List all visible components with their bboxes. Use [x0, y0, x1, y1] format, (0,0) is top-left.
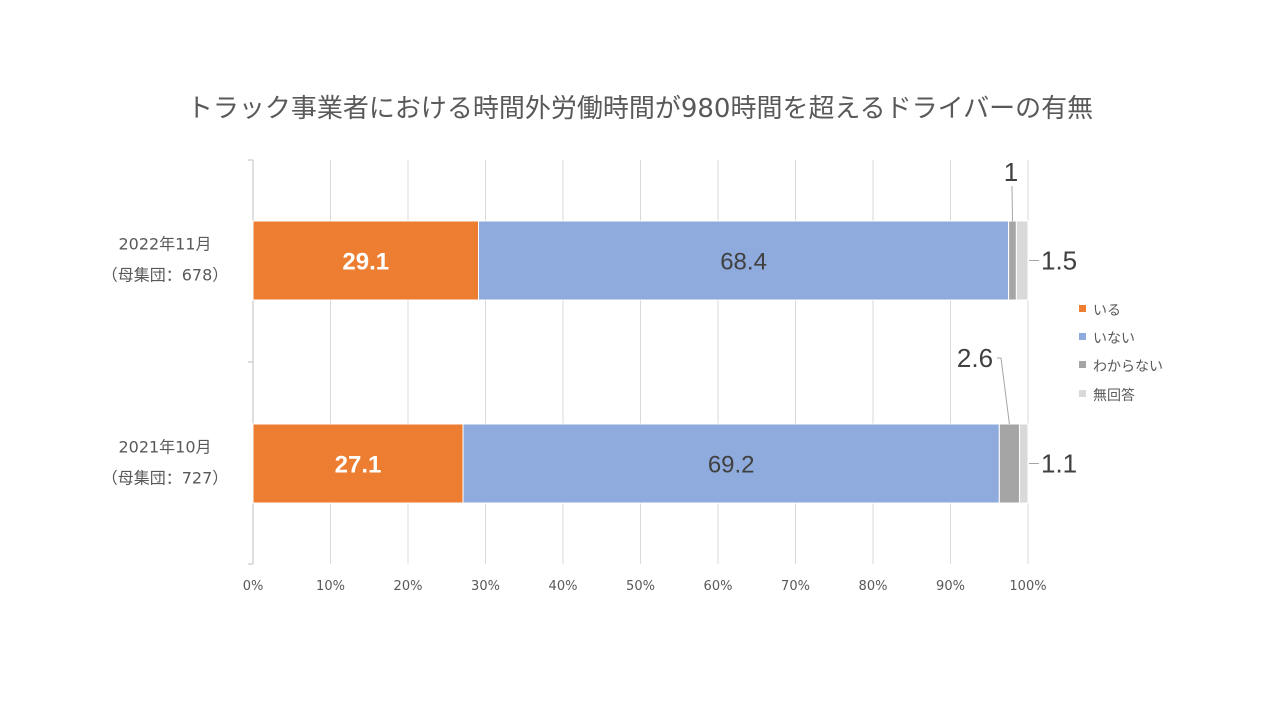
- legend-swatch-わからない: [1079, 361, 1086, 368]
- category-label: （母集団：678）: [102, 266, 229, 285]
- legend-swatch-いない: [1079, 333, 1086, 340]
- x-tick-label: 10%: [316, 579, 345, 594]
- x-tick-label: 40%: [549, 579, 578, 594]
- category-label: 2022年11月: [118, 235, 211, 254]
- data-label: 68.4: [720, 249, 767, 276]
- category-labels: 2022年11月 （母集団：678） 2021年10月 （母集団：727）: [102, 235, 229, 488]
- data-label: 1.1: [1041, 449, 1077, 479]
- legend-label: いない: [1093, 331, 1135, 347]
- x-tick-label: 90%: [936, 579, 965, 594]
- data-label: 1: [1004, 157, 1018, 187]
- legend-label: いる: [1093, 303, 1121, 319]
- data-label: 29.1: [342, 249, 389, 276]
- category-axis: [248, 159, 254, 565]
- legend-swatch-いる: [1079, 305, 1086, 312]
- x-tick-label: 50%: [626, 579, 655, 594]
- x-tick-label: 80%: [859, 579, 888, 594]
- legend-label: わからない: [1093, 359, 1163, 375]
- bar-いる: [252, 220, 480, 301]
- x-tick-label: 70%: [781, 579, 810, 594]
- legend-swatch-無回答: [1079, 390, 1086, 397]
- category-label: 2021年10月: [118, 438, 211, 457]
- x-tick-label: 60%: [704, 579, 733, 594]
- bar-いない: [462, 423, 1000, 504]
- bars: [252, 220, 1029, 504]
- data-label: 27.1: [335, 452, 382, 479]
- x-tick-label: 20%: [394, 579, 423, 594]
- legend-label: 無回答: [1093, 387, 1135, 404]
- leader-line: [997, 357, 1010, 425]
- bar-無回答: [1015, 220, 1029, 301]
- data-labels: 29.1 68.4 1.5 1 27.1 69.2 1.1 2.6: [335, 157, 1078, 479]
- bar-わからない: [998, 423, 1020, 504]
- bar-無回答: [1018, 423, 1029, 504]
- x-tick-label: 30%: [471, 579, 500, 594]
- x-tick-labels: 0% 10% 20% 30% 40% 50% 60% 70% 80% 90% 100%: [243, 579, 1047, 594]
- data-label: 1.5: [1041, 246, 1077, 276]
- bar-わからない: [1008, 220, 1017, 301]
- x-tick-label: 100%: [1009, 579, 1046, 594]
- data-label: 2.6: [957, 343, 993, 373]
- leader-line: [1011, 185, 1013, 222]
- category-label: （母集団：727）: [102, 469, 229, 488]
- x-tick-label: 0%: [243, 579, 264, 594]
- data-label: 69.2: [708, 452, 755, 479]
- chart-title: トラック事業者における時間外労働時間が980時間を超えるドライバーの有無: [187, 94, 1093, 124]
